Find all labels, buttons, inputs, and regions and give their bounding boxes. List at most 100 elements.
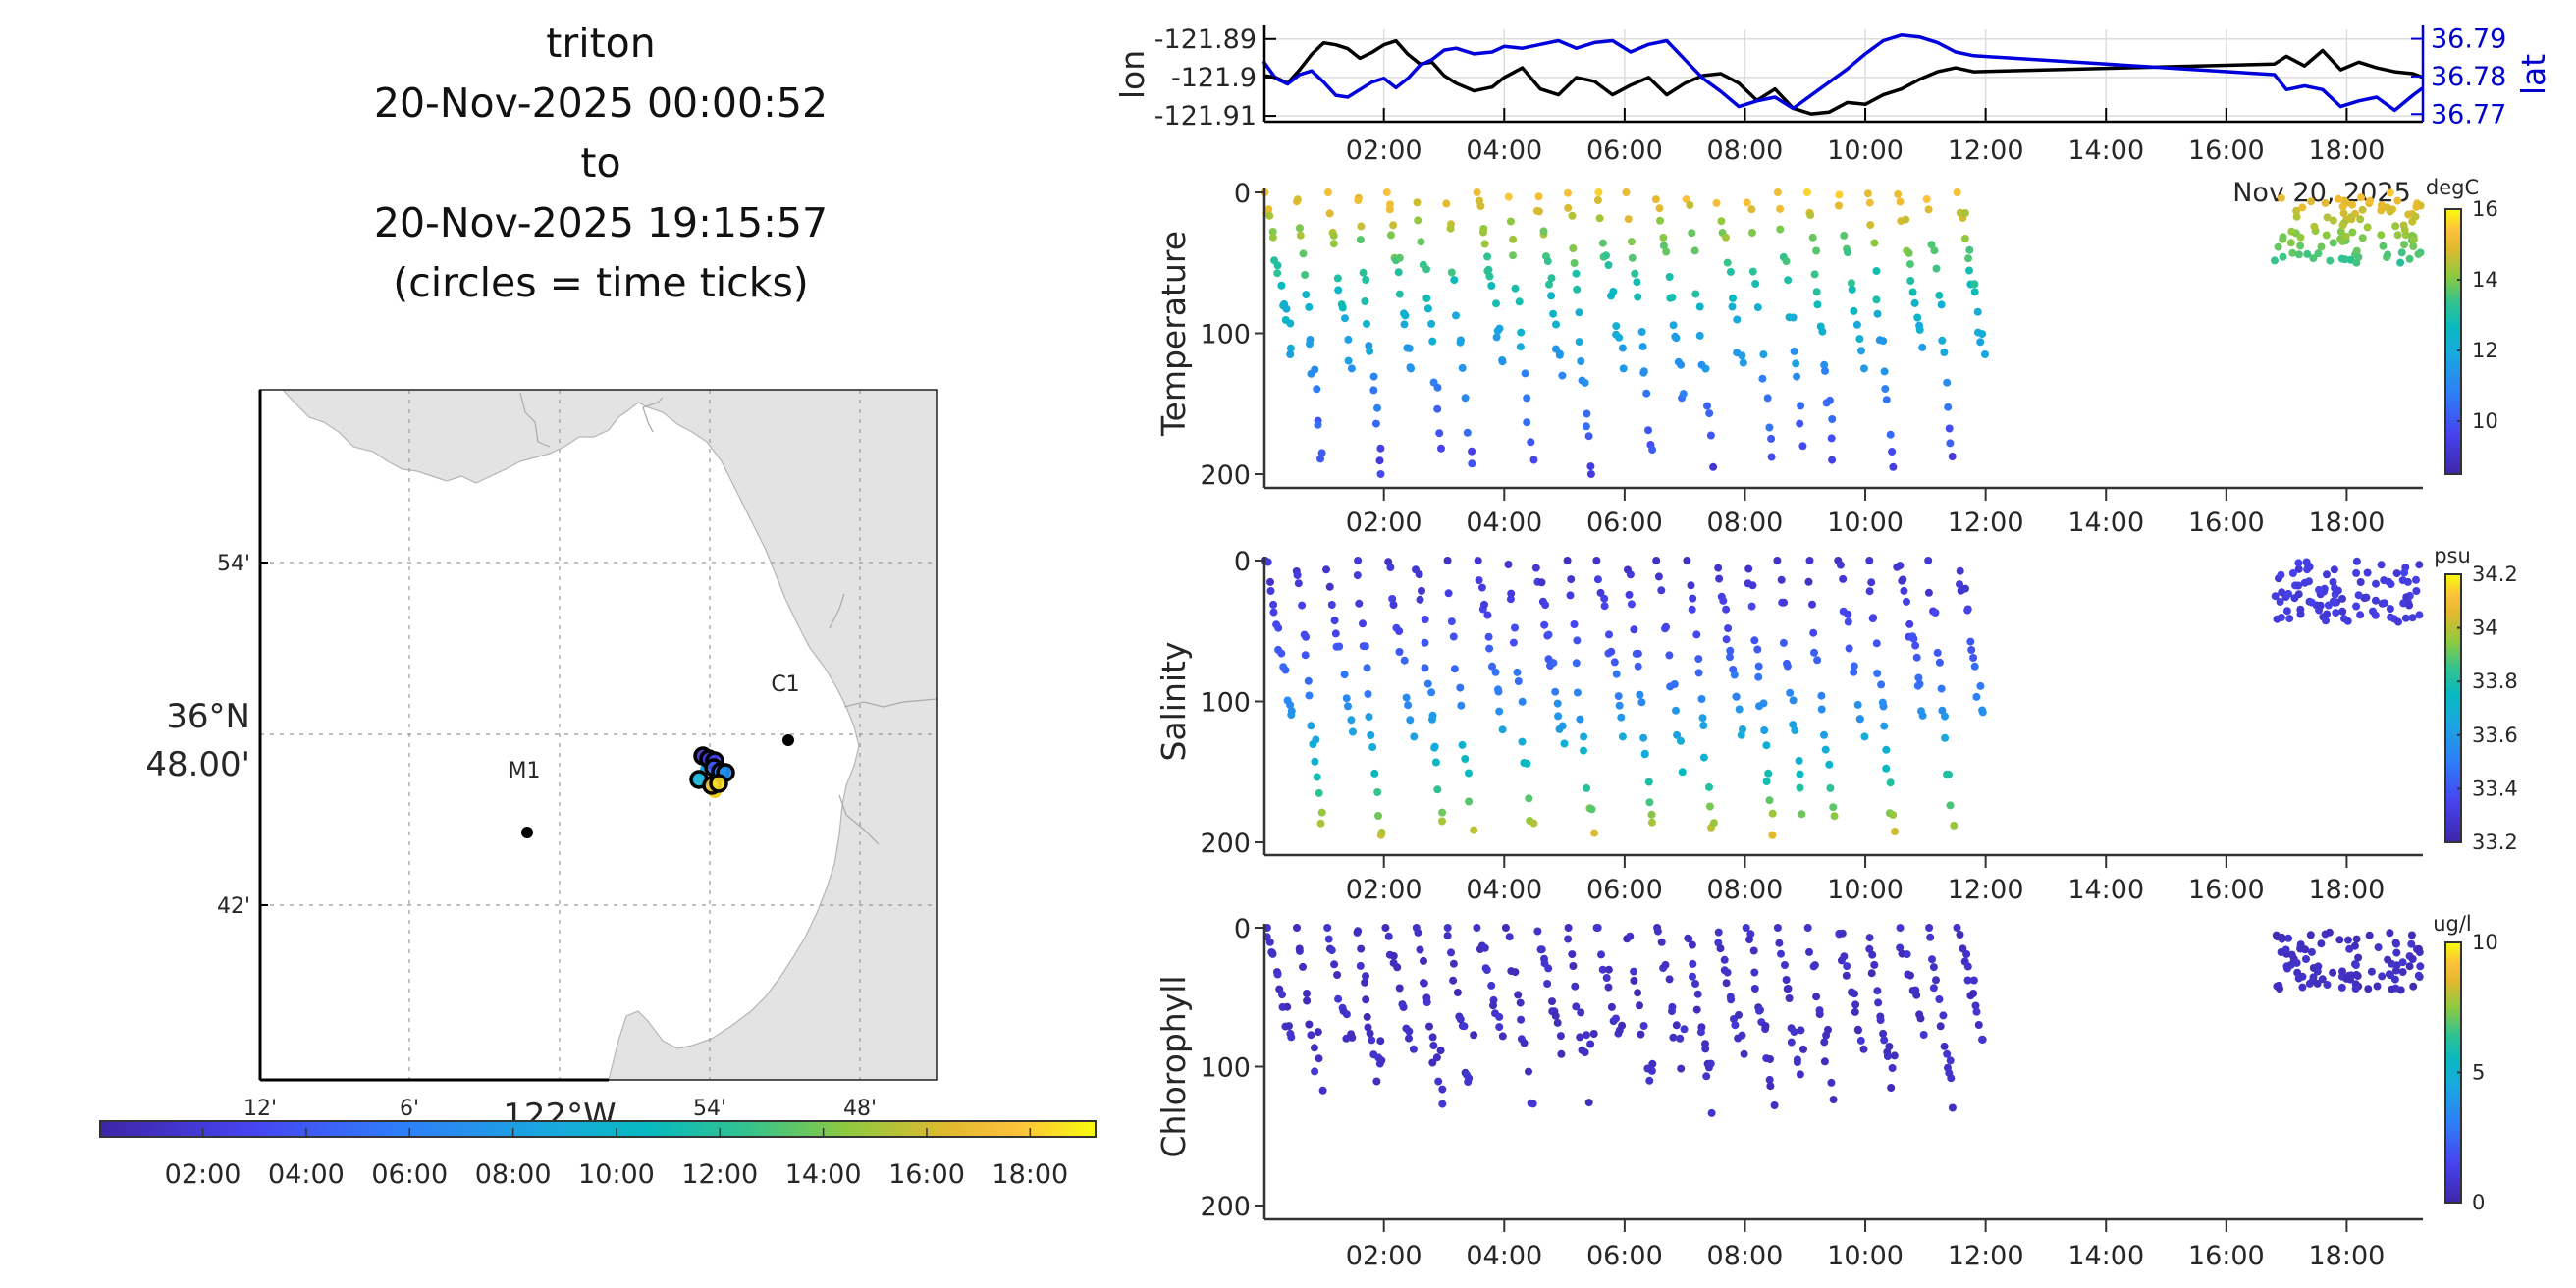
time-colorbar-tick-label: 18:00 (992, 1159, 1068, 1190)
data-point (1953, 924, 1961, 932)
data-point (1818, 327, 1827, 336)
data-point (1905, 248, 1913, 257)
data-point (1978, 330, 1987, 339)
data-point (1498, 725, 1507, 734)
x-tick-label: 06:00 (1586, 508, 1663, 538)
data-point (2317, 939, 2326, 948)
colorbar-units: psu (2434, 544, 2471, 567)
data-point (1376, 444, 1385, 453)
data-point (1765, 423, 1774, 432)
data-point (1845, 644, 1853, 653)
data-point (1504, 192, 1513, 201)
data-point (1443, 557, 1452, 564)
data-point (1456, 1015, 1465, 1024)
data-point (2356, 611, 2365, 619)
data-point (1764, 769, 1773, 778)
data-point (2401, 231, 2410, 240)
data-point (1569, 244, 1578, 252)
data-point (1873, 670, 1882, 677)
data-point (1696, 1028, 1705, 1037)
data-point (1427, 688, 1436, 697)
data-point (1449, 632, 1458, 641)
data-point (1964, 254, 1972, 263)
data-point (1732, 692, 1741, 701)
data-point (1456, 683, 1465, 692)
data-point (1820, 1057, 1829, 1066)
data-point (1945, 424, 1954, 433)
data-point (1584, 432, 1593, 441)
lon-lat-x-tick-label: 16:00 (2188, 135, 2265, 166)
data-point (2322, 231, 2331, 240)
map-lon-tick-label: 54' (693, 1097, 726, 1121)
data-point (1683, 557, 1691, 564)
data-point (1547, 292, 1556, 300)
data-point (1820, 1038, 1829, 1046)
data-point (1361, 297, 1369, 305)
data-point (2366, 196, 2374, 205)
data-point (1865, 198, 1874, 207)
lon-lat-panel[interactable]: -121.89 -121.9 -121.91 36.79 36.78 36.77 02:00… (1113, 25, 2552, 208)
data-point (1840, 231, 1849, 240)
data-point (1891, 828, 1900, 835)
colorbar-tick-label: 12 (2472, 339, 2498, 362)
data-point (2296, 233, 2305, 242)
data-point (1886, 778, 1895, 787)
data-point (2405, 601, 2414, 610)
data-point (1773, 924, 1782, 932)
data-point (1868, 950, 1877, 959)
data-point (1506, 595, 1515, 604)
data-point (1876, 1016, 1885, 1025)
data-point (1843, 962, 1852, 971)
data-point (2275, 981, 2283, 990)
data-point (1600, 602, 1609, 611)
data-point (1563, 557, 1572, 564)
data-point (1417, 238, 1425, 246)
data-point (1812, 288, 1821, 296)
data-point (1268, 949, 1277, 958)
data-point (1890, 1051, 1899, 1060)
data-point (1607, 1002, 1616, 1011)
data-point (1310, 1044, 1318, 1052)
data-point (1534, 192, 1543, 201)
data-point (1515, 297, 1524, 306)
data-point (1687, 581, 1695, 590)
data-point (1880, 722, 1889, 730)
data-point (1362, 972, 1369, 981)
data-point (1692, 1005, 1701, 1014)
data-point (1840, 952, 1849, 961)
data-point (1420, 956, 1427, 965)
colorbar-units: degC (2426, 176, 2479, 199)
data-point (1428, 1058, 1437, 1067)
data-point (1558, 722, 1567, 730)
data-point (2396, 986, 2405, 994)
data-point (1693, 990, 1702, 998)
data-point (1342, 1010, 1351, 1019)
data-point (1867, 969, 1876, 978)
data-point (1485, 272, 1494, 281)
data-point (1266, 587, 1275, 595)
data-point (2380, 599, 2388, 608)
data-point (1855, 335, 1864, 344)
data-point (1634, 989, 1642, 997)
data-point (1656, 216, 1664, 225)
data-point (1729, 294, 1737, 302)
data-point (1592, 557, 1601, 564)
time-colorbar-tick-label: 16:00 (888, 1159, 965, 1190)
data-point (2329, 968, 2337, 977)
data-point (2400, 241, 2408, 249)
data-point (1282, 304, 1291, 313)
data-point (2292, 212, 2301, 221)
data-point (1634, 662, 1642, 671)
data-point (1278, 991, 1286, 999)
data-point (1651, 195, 1660, 204)
data-point (1368, 743, 1377, 751)
data-point (1905, 260, 1914, 269)
data-point (1915, 679, 1924, 688)
temperature-panel[interactable]: 0 100 200 02:00 04:00 06:00 08:00 10:00 12:00 14:… (1154, 176, 2498, 538)
data-point (2288, 569, 2297, 577)
salinity-panel[interactable]: 0 100 200 02:00 04:00 06:00 08:00 10:00 12:00 14:… (1154, 544, 2518, 905)
data-point (1796, 419, 1804, 428)
track-time-circle (709, 774, 728, 793)
